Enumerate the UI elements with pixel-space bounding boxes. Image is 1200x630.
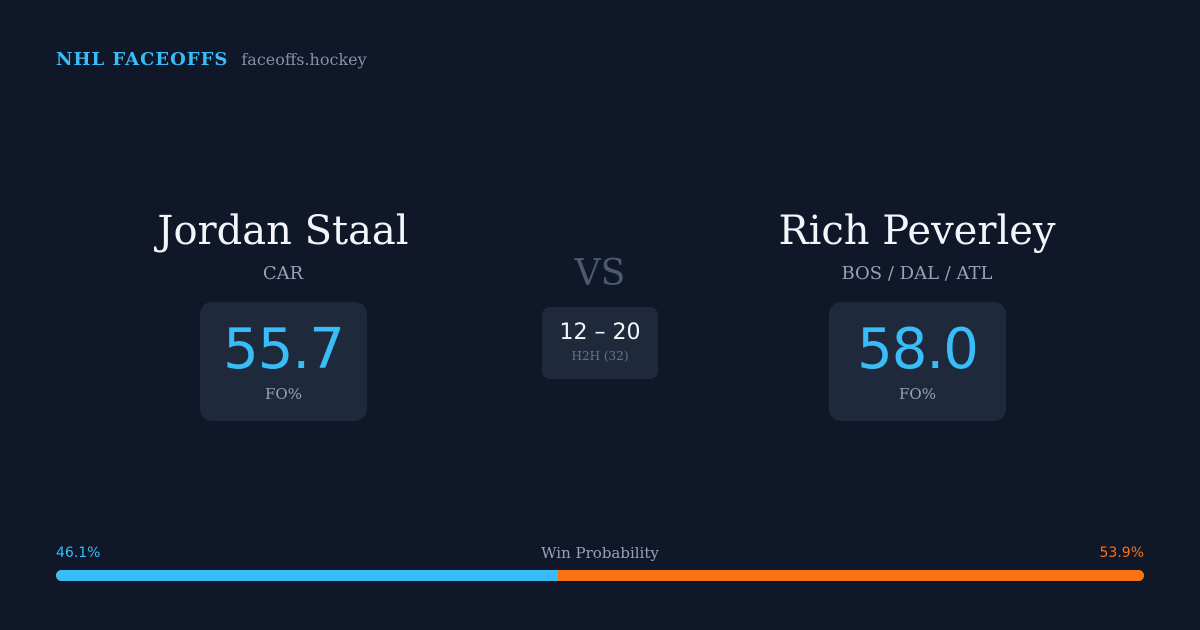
brand-header: NHL FACEOFFS faceoffs.hockey <box>56 49 367 70</box>
win-probability-bar <box>56 570 1144 581</box>
head-to-head-score: 12 – 20 <box>559 320 641 345</box>
right-probability-fill <box>557 570 1144 581</box>
head-to-head-label: H2H (32) <box>571 349 629 363</box>
right-faceoff-percentage: 58.0 <box>857 317 979 382</box>
win-probability-title: Win Probability <box>541 544 659 562</box>
left-faceoff-percentage: 55.7 <box>223 317 345 382</box>
left-faceoff-card: 55.7 FO% <box>200 302 367 421</box>
brand-name: NHL FACEOFFS <box>56 49 229 70</box>
left-probability-fill <box>56 570 558 581</box>
left-player-name: Jordan Staal <box>157 208 409 254</box>
brand-site: faceoffs.hockey <box>241 50 367 69</box>
right-faceoff-label: FO% <box>899 385 936 403</box>
right-faceoff-card: 58.0 FO% <box>829 302 1006 421</box>
right-win-probability: 53.9% <box>1099 545 1144 561</box>
left-player-team: CAR <box>262 263 304 284</box>
right-player-name: Rich Peverley <box>778 208 1056 254</box>
right-player-team: BOS / DAL / ATL <box>841 263 993 284</box>
left-faceoff-label: FO% <box>265 385 302 403</box>
versus-label: VS <box>574 253 626 294</box>
left-win-probability: 46.1% <box>56 545 101 561</box>
head-to-head-card: 12 – 20 H2H (32) <box>542 307 658 379</box>
